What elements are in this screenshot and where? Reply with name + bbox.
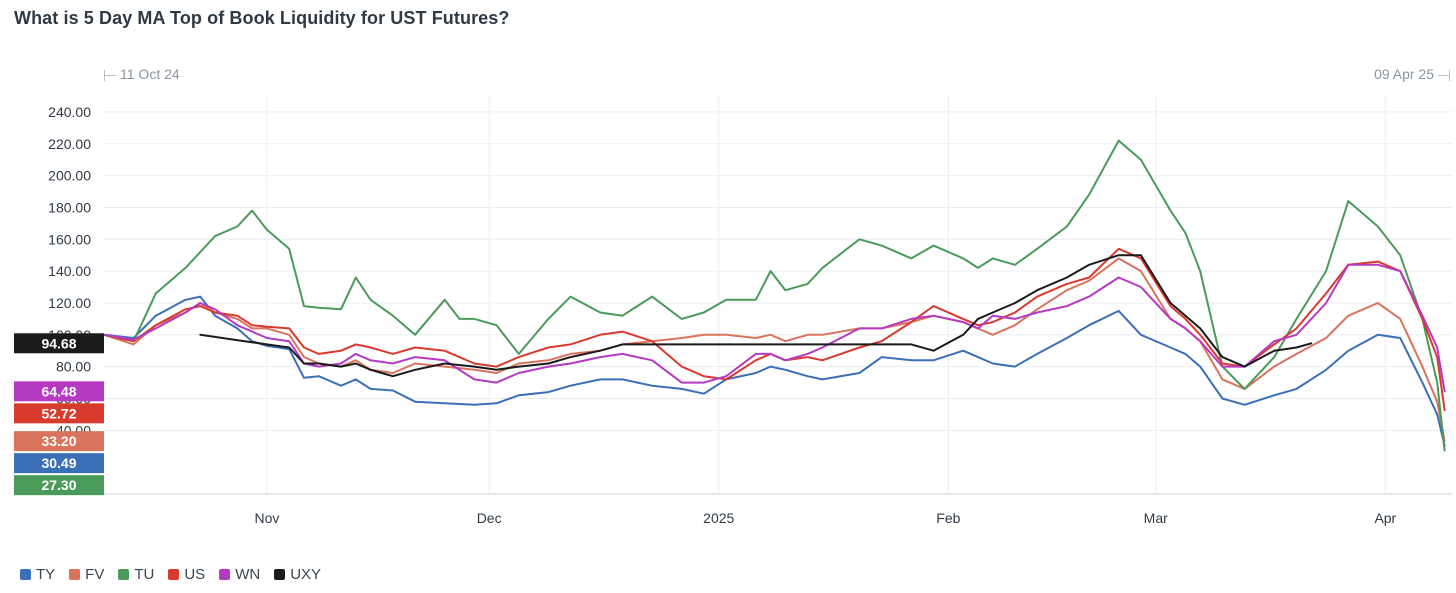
chart-legend: TY FV TU US WN UXY xyxy=(20,566,321,583)
last-value-badge-fv xyxy=(14,431,104,452)
y-tick-label: 180.00 xyxy=(48,199,91,215)
x-tick-label: Apr xyxy=(1374,510,1396,526)
y-tick-label: 140.00 xyxy=(48,263,91,279)
last-value-badge-uxy xyxy=(14,333,104,354)
x-tick-label: 2025 xyxy=(703,510,734,526)
range-start-label[interactable]: 11 Oct 24 xyxy=(104,66,180,82)
legend-label: TU xyxy=(134,566,155,583)
series-line-ty xyxy=(103,295,1446,447)
range-end-text: 09 Apr 25 xyxy=(1374,66,1434,82)
y-tick-label: 80.00 xyxy=(56,359,91,375)
legend-item-tu[interactable]: TU xyxy=(118,566,154,583)
last-value-badge-tu xyxy=(14,475,104,496)
legend-item-ty[interactable]: TY xyxy=(20,566,55,583)
legend-label: WN xyxy=(235,566,261,583)
range-handle-icon xyxy=(104,69,116,81)
legend-label: UXY xyxy=(290,566,322,583)
range-end-label[interactable]: 09 Apr 25 xyxy=(1374,66,1450,82)
last-value-label-uxy: 94.68 xyxy=(41,335,76,351)
legend-swatch xyxy=(168,569,180,580)
last-value-label-fv: 33.20 xyxy=(41,433,76,449)
last-value-badge-wn xyxy=(14,381,104,402)
y-tick-label: 200.00 xyxy=(48,168,91,184)
range-handle-icon xyxy=(1438,69,1450,81)
x-tick-label: Nov xyxy=(254,510,279,526)
legend-item-uxy[interactable]: UXY xyxy=(274,566,321,583)
last-value-label-tu: 27.30 xyxy=(41,477,76,493)
legend-item-wn[interactable]: WN xyxy=(219,566,260,583)
y-tick-label: 240.00 xyxy=(48,104,91,120)
line-chart: 40.0060.0080.00100.00120.00140.00160.001… xyxy=(14,96,1452,526)
series-line-fv xyxy=(103,257,1446,443)
legend-item-fv[interactable]: FV xyxy=(69,566,104,583)
legend-swatch xyxy=(118,569,130,580)
last-value-label-us: 52.72 xyxy=(41,405,76,421)
last-value-label-wn: 64.48 xyxy=(41,383,76,399)
x-tick-label: Mar xyxy=(1144,510,1168,526)
legend-swatch xyxy=(69,569,81,580)
legend-label: FV xyxy=(85,566,105,583)
legend-label: TY xyxy=(36,566,56,583)
y-tick-label: 160.00 xyxy=(48,231,91,247)
x-tick-label: Dec xyxy=(477,510,502,526)
legend-swatch xyxy=(20,569,31,580)
series-line-wn xyxy=(103,263,1446,393)
last-value-badge-us xyxy=(14,403,104,424)
legend-item-us[interactable]: US xyxy=(168,566,205,583)
last-value-label-ty: 30.49 xyxy=(41,455,76,471)
y-tick-label: 120.00 xyxy=(48,295,91,311)
chart-title: What is 5 Day MA Top of Book Liquidity f… xyxy=(14,8,510,28)
legend-swatch xyxy=(219,569,231,580)
series-line-uxy xyxy=(199,254,1313,378)
series-line-us xyxy=(103,247,1446,412)
y-tick-label: 220.00 xyxy=(48,136,91,152)
last-value-badge-ty xyxy=(14,453,104,474)
range-start-text: 11 Oct 24 xyxy=(120,66,180,82)
legend-label: US xyxy=(184,566,206,583)
x-tick-label: Feb xyxy=(936,510,960,526)
legend-swatch xyxy=(274,569,286,580)
